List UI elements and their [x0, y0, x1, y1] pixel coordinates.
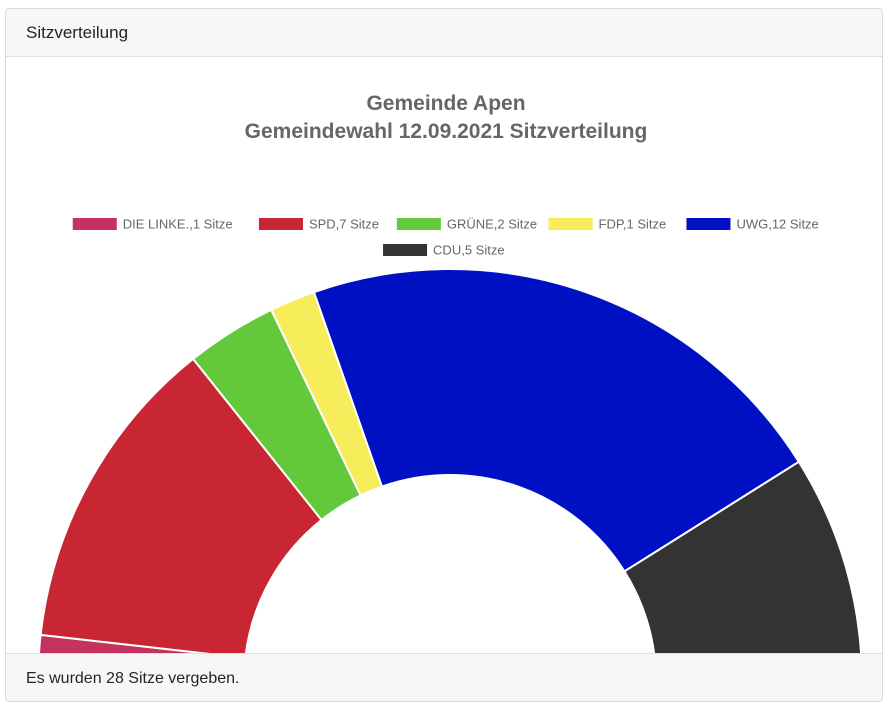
seat-summary-text: Es wurden 28 Sitze vergeben. [26, 670, 240, 687]
legend-label[interactable]: FDP,1 Sitze [599, 217, 667, 232]
legend-swatch[interactable] [258, 218, 303, 230]
legend-label[interactable]: GRÜNE,2 Sitze [447, 217, 537, 232]
card-title: Sitzverteilung [26, 23, 129, 42]
legend-swatch[interactable] [548, 218, 593, 230]
legend-label[interactable]: SPD,7 Sitze [309, 217, 379, 232]
seat-slice[interactable] [623, 460, 863, 654]
seat-slice[interactable] [312, 268, 801, 573]
chart-area: Gemeinde Apen Gemeindewahl 12.09.2021 Si… [6, 57, 882, 654]
legend-swatch[interactable] [686, 218, 731, 230]
seat-distribution-card: Sitzverteilung Gemeinde Apen Gemeindewah… [5, 8, 883, 702]
legend-swatch[interactable] [72, 218, 117, 230]
legend-label[interactable]: DIE LINKE.,1 Sitze [123, 217, 233, 232]
chart-legend: DIE LINKE.,1 Sitze SPD,7 Sitze GRÜNE,2 Sit… [72, 217, 819, 258]
chart-slices [37, 268, 863, 654]
legend-label[interactable]: UWG,12 Sitze [736, 217, 818, 232]
legend-swatch[interactable] [396, 218, 441, 230]
chart-title-line-2: Gemeindewahl 12.09.2021 Sitzverteilung [245, 120, 648, 143]
card-footer: Es wurden 28 Sitze vergeben. [6, 653, 882, 701]
chart-title-line-1: Gemeinde Apen [366, 92, 525, 115]
card-header: Sitzverteilung [6, 9, 882, 57]
legend-swatch[interactable] [383, 244, 428, 256]
legend-label[interactable]: CDU,5 Sitze [433, 243, 505, 258]
seat-chart: Gemeinde Apen Gemeindewahl 12.09.2021 Si… [37, 92, 863, 654]
